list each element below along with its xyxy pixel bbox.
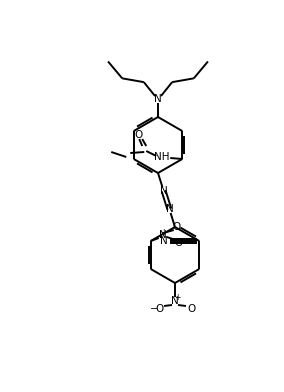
Text: N: N — [160, 236, 168, 246]
Text: −: − — [180, 238, 188, 248]
Text: N: N — [160, 186, 168, 196]
Text: N: N — [154, 94, 162, 104]
Text: O: O — [187, 304, 195, 314]
Text: N: N — [159, 230, 167, 240]
Text: +: + — [160, 227, 167, 236]
Text: O: O — [173, 222, 181, 232]
Text: +: + — [174, 294, 180, 303]
Text: N: N — [166, 204, 173, 214]
Text: N: N — [171, 296, 179, 306]
Text: NH: NH — [154, 152, 170, 162]
Text: O: O — [175, 238, 183, 248]
Text: −: − — [150, 304, 158, 314]
Text: O: O — [155, 304, 163, 314]
Text: O: O — [134, 130, 142, 140]
